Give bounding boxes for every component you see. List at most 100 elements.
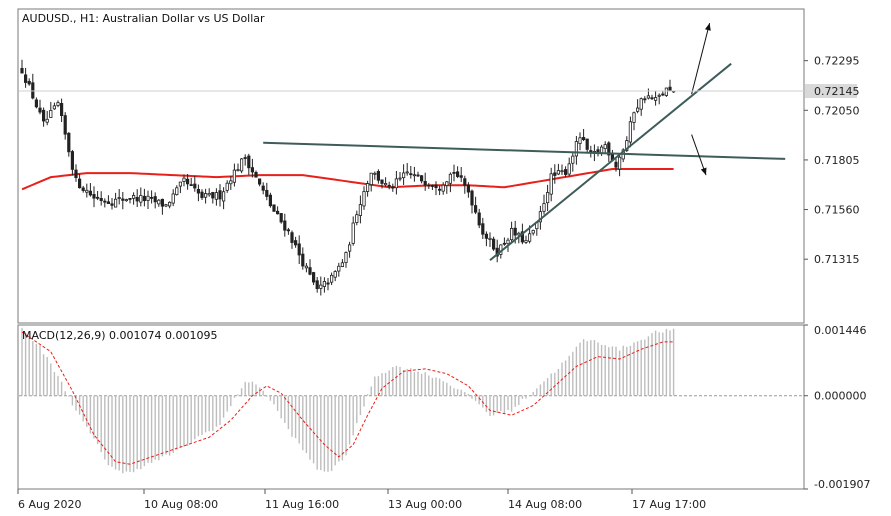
candle-body: [78, 178, 82, 189]
trendlines-layer: [263, 62, 786, 261]
candle-body: [92, 194, 96, 199]
candle-body: [290, 232, 294, 243]
macd-signal-line: [21, 331, 674, 465]
candle-body: [657, 94, 661, 97]
candle-body: [304, 265, 309, 269]
candle-body: [257, 178, 262, 185]
candle-body: [636, 107, 640, 112]
price-y-tick-label: 0.71560: [814, 204, 860, 217]
candle-body: [564, 169, 568, 175]
candle-body: [247, 155, 251, 169]
arrow-up-head: [704, 23, 711, 31]
candle-body: [337, 265, 341, 272]
candle-body: [60, 103, 64, 116]
candle-body: [628, 121, 633, 143]
candle-body: [528, 233, 532, 242]
macd-histogram: [21, 328, 675, 474]
candle-body: [481, 223, 485, 235]
candle-body: [106, 201, 110, 204]
candle-body: [459, 175, 463, 178]
candle-body: [596, 149, 600, 153]
candle-body: [96, 196, 100, 199]
candle-body: [211, 192, 215, 199]
candle-body: [254, 171, 258, 178]
candle-body: [491, 238, 496, 250]
candle-body: [63, 115, 67, 135]
candle-body: [520, 231, 525, 243]
candle-body: [114, 198, 118, 208]
candle-body: [203, 193, 208, 198]
candle-body: [128, 198, 132, 200]
candle-body: [650, 97, 654, 100]
candle-body: [347, 244, 352, 252]
current-price-label: 0.72145: [814, 85, 860, 98]
candle-body: [265, 190, 269, 197]
candle-body: [405, 171, 409, 174]
candle-body: [369, 172, 373, 185]
candle-body: [236, 169, 240, 172]
candle-body: [139, 195, 143, 203]
candle-body: [49, 110, 53, 118]
candle-body: [52, 105, 57, 110]
x-tick-label: 17 Aug 17:00: [632, 498, 706, 511]
candle-body: [308, 267, 312, 275]
candle-body: [85, 189, 89, 193]
candle-body: [542, 203, 546, 212]
candle-body: [88, 190, 92, 196]
candle-body: [546, 192, 550, 204]
candle-body: [380, 179, 384, 184]
candle-body: [524, 240, 528, 243]
candle-body: [225, 182, 229, 191]
candle-body: [531, 230, 535, 234]
arrow-down-shaft: [691, 134, 707, 176]
candle-body: [607, 142, 611, 156]
price-y-tick-label: 0.72295: [814, 55, 860, 68]
candle-body: [326, 282, 330, 285]
macd-y-tick-label: 0.000000: [814, 390, 867, 403]
candle-body: [175, 187, 179, 196]
candle-body: [283, 220, 287, 231]
candle-body: [646, 95, 651, 99]
x-tick-label: 10 Aug 08:00: [144, 498, 218, 511]
candle-body: [67, 132, 71, 153]
candle-body: [232, 169, 236, 183]
candle-body: [506, 239, 510, 245]
candle-body: [279, 213, 283, 223]
candle-body: [365, 183, 370, 192]
candle-body: [466, 184, 471, 193]
candle-body: [146, 195, 150, 201]
x-tick-label: 11 Aug 16:00: [265, 498, 339, 511]
candle-body: [142, 195, 146, 202]
candle-body: [81, 187, 85, 191]
candle-body: [218, 190, 222, 200]
candle-body: [214, 192, 218, 200]
macd-y-tick-label: -0.001907: [814, 478, 870, 491]
candle-body: [99, 198, 103, 201]
trendline-support: [489, 62, 732, 261]
candle-body: [229, 180, 233, 185]
macd-title: MACD(12,26,9) 0.001074 0.001095: [22, 329, 218, 342]
candle-body: [387, 184, 391, 187]
candle-body: [319, 284, 323, 289]
candle-body: [42, 109, 46, 122]
candle-body: [272, 204, 276, 212]
candle-body: [110, 203, 114, 206]
candle-body: [301, 253, 305, 267]
candle-body: [45, 118, 49, 123]
trendline-resistance: [263, 141, 786, 160]
candle-body: [261, 185, 265, 191]
candle-body: [553, 172, 557, 176]
candle-body: [27, 80, 31, 85]
candle-body: [56, 102, 60, 106]
candle-body: [157, 199, 161, 205]
macd-y-tick-label: 0.001446: [814, 324, 867, 337]
current-price-marker: 0.72145: [19, 84, 860, 99]
candle-body: [124, 199, 128, 202]
candle-body: [355, 214, 359, 223]
candle-body: [452, 172, 456, 174]
candle-body: [574, 141, 579, 157]
candle-body: [394, 178, 399, 189]
candle-body: [401, 172, 406, 179]
candle-body: [463, 178, 467, 186]
candle-body: [311, 272, 316, 283]
